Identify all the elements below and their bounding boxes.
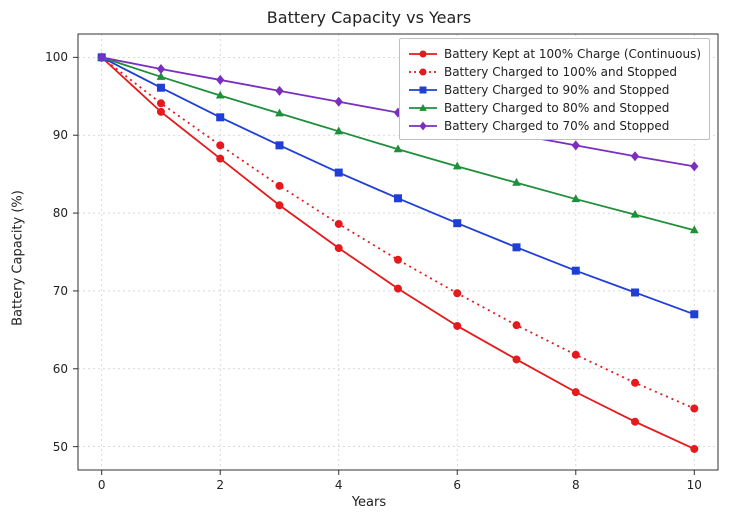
ytick-label: 80 — [38, 206, 68, 220]
chart-xlabel: Years — [0, 495, 738, 510]
legend-swatch — [408, 47, 438, 61]
legend-item: Battery Charged to 100% and Stopped — [408, 63, 701, 81]
legend-label: Battery Charged to 70% and Stopped — [444, 119, 669, 133]
xtick-label: 2 — [216, 478, 224, 492]
chart-title: Battery Capacity vs Years — [0, 8, 738, 27]
ytick-label: 70 — [38, 284, 68, 298]
xtick-label: 0 — [98, 478, 106, 492]
xtick-label: 6 — [453, 478, 461, 492]
legend-label: Battery Charged to 90% and Stopped — [444, 83, 669, 97]
chart-ylabel: Battery Capacity (%) — [11, 190, 26, 326]
legend-item: Battery Kept at 100% Charge (Continuous) — [408, 45, 701, 63]
chart-container: Battery Capacity vs Years Battery Capaci… — [0, 0, 738, 516]
ytick-label: 60 — [38, 362, 68, 376]
legend-swatch — [408, 101, 438, 115]
legend-item: Battery Charged to 90% and Stopped — [408, 81, 701, 99]
legend-swatch — [408, 83, 438, 97]
legend-item: Battery Charged to 70% and Stopped — [408, 117, 701, 135]
ytick-label: 90 — [38, 128, 68, 142]
legend-label: Battery Kept at 100% Charge (Continuous) — [444, 47, 701, 61]
legend-item: Battery Charged to 80% and Stopped — [408, 99, 701, 117]
ytick-label: 50 — [38, 440, 68, 454]
ytick-label: 100 — [38, 50, 68, 64]
legend-swatch — [408, 119, 438, 133]
xtick-label: 4 — [335, 478, 343, 492]
legend-label: Battery Charged to 100% and Stopped — [444, 65, 677, 79]
xtick-label: 10 — [687, 478, 702, 492]
xtick-label: 8 — [572, 478, 580, 492]
legend-label: Battery Charged to 80% and Stopped — [444, 101, 669, 115]
chart-legend: Battery Kept at 100% Charge (Continuous)… — [399, 38, 710, 140]
legend-swatch — [408, 65, 438, 79]
